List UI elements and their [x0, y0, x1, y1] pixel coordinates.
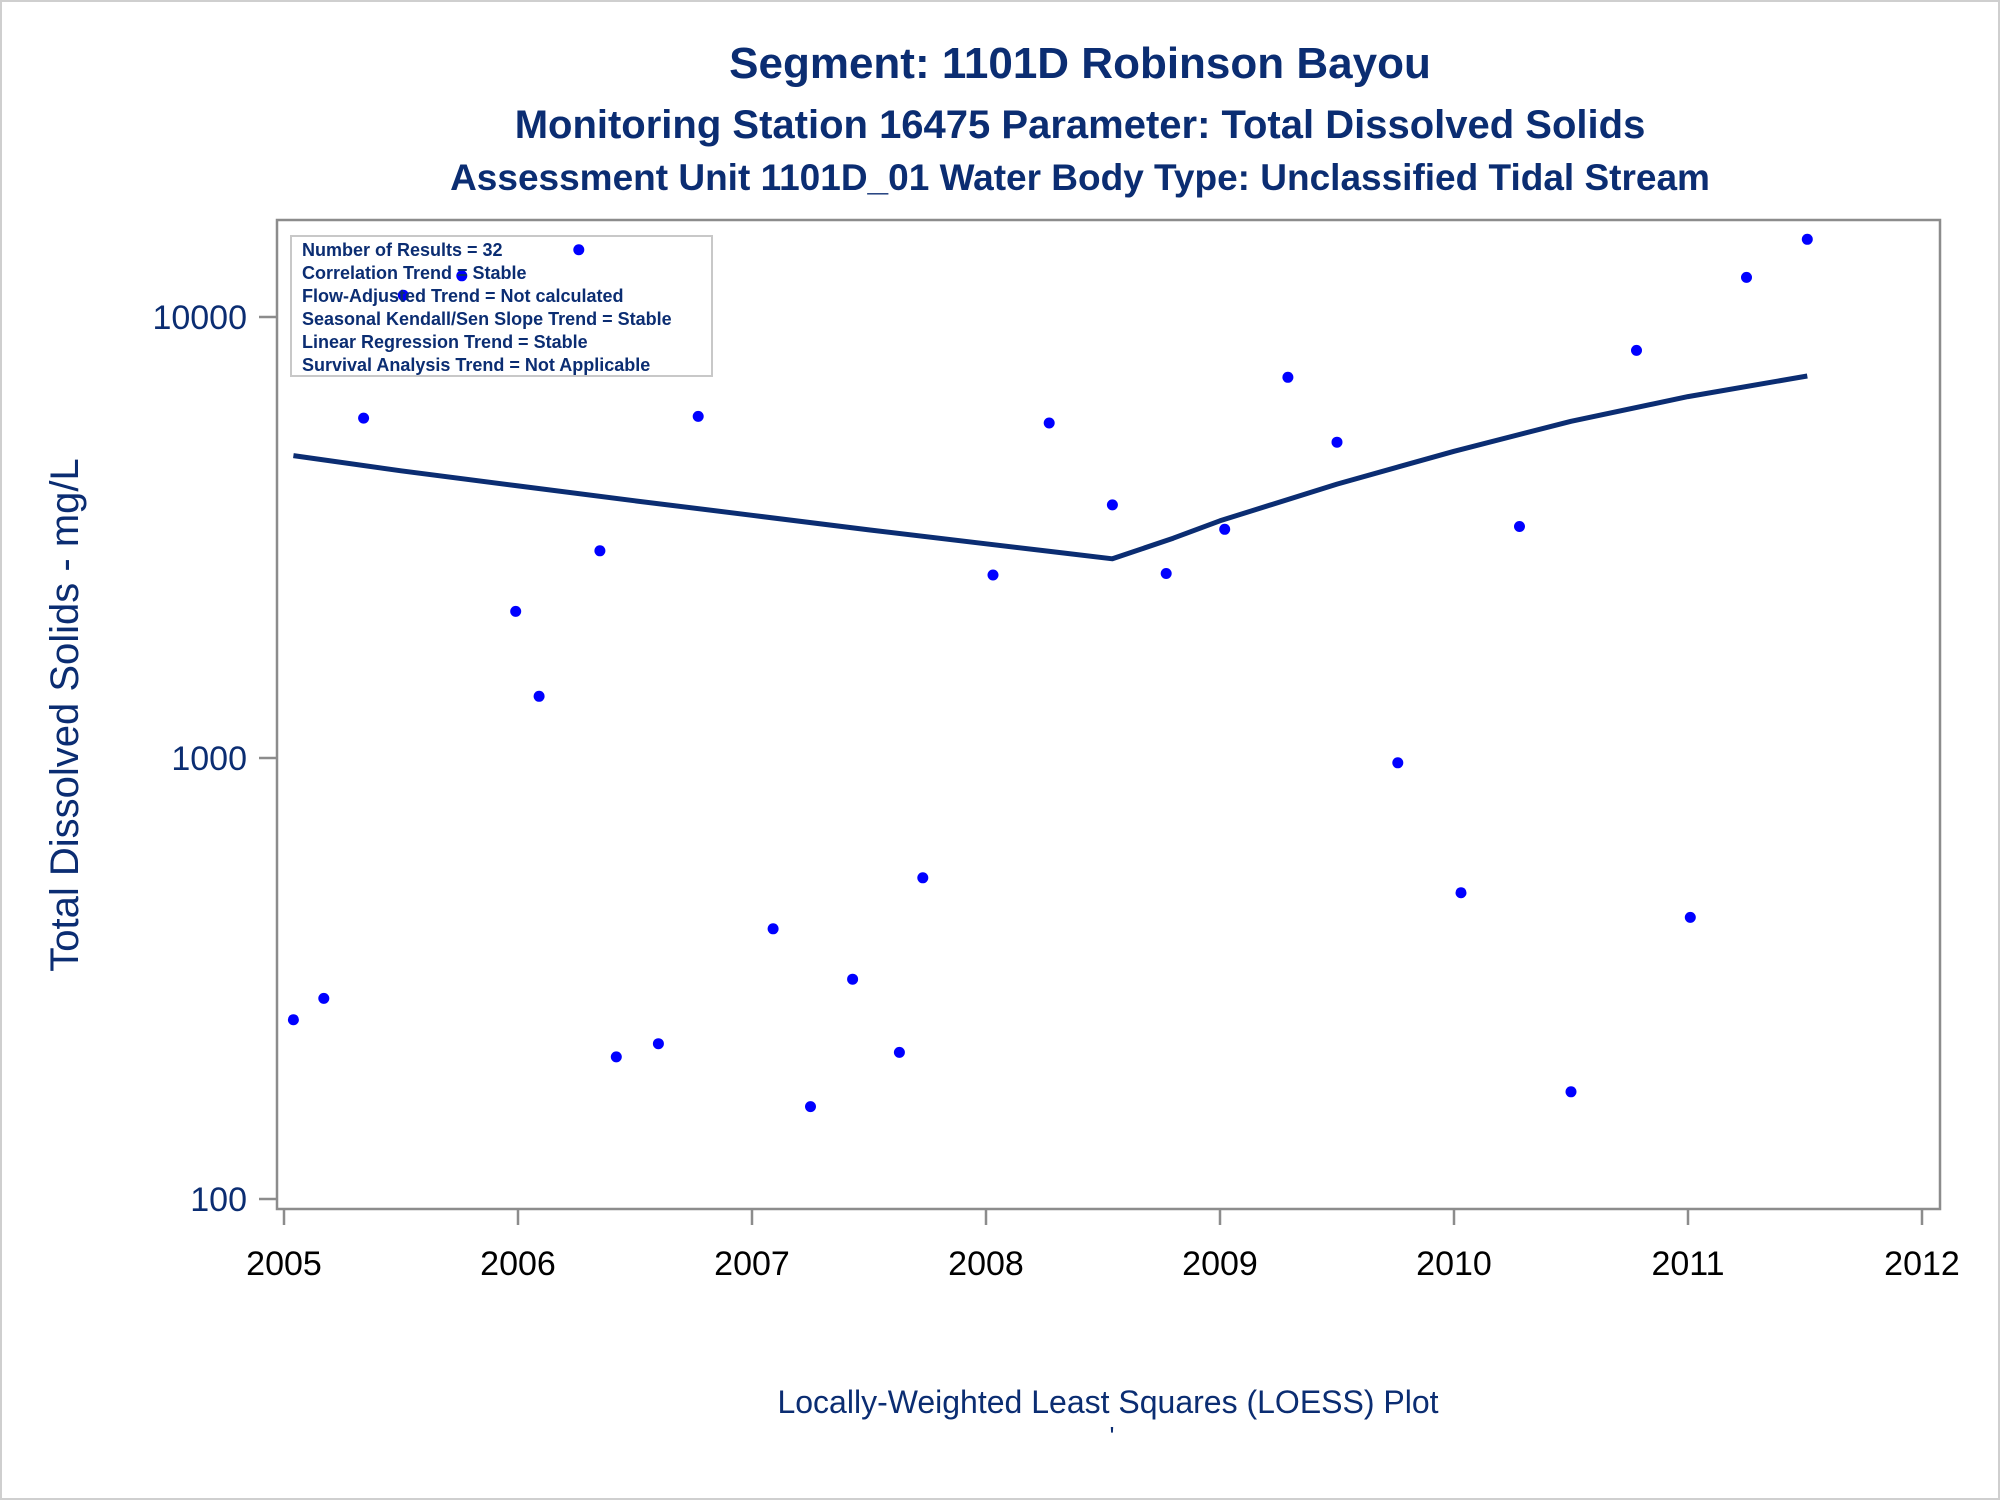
y-tick-label-1000: 1000: [171, 740, 247, 778]
x-tick-label-2012: 2012: [1884, 1245, 1960, 1283]
trend-stat-line-1: Number of Results = 32: [302, 240, 503, 260]
x-tick-label-2007: 2007: [714, 1245, 790, 1283]
data-point-27: [1514, 521, 1525, 532]
x-tick-label-2008: 2008: [948, 1245, 1024, 1283]
data-point-17: [917, 872, 929, 884]
loess-trend-line: [293, 373, 1808, 562]
data-point-1: [287, 1014, 299, 1026]
trend-stats-border: [290, 235, 713, 377]
data-point-18: [987, 569, 999, 581]
x-axis-label: Locally-Weighted Least Squares (LOESS) P…: [777, 1384, 1438, 1420]
data-point-3: [358, 412, 370, 424]
data-point-9: [594, 545, 606, 557]
data-point-10: [610, 1051, 622, 1063]
y-tick-label-10000: 10000: [152, 299, 247, 337]
trend-stat-line-5: Linear Regression Trend = Stable: [302, 332, 588, 352]
data-point-29: [1631, 344, 1642, 356]
data-point-8: [573, 244, 585, 256]
data-point-14: [805, 1101, 816, 1113]
data-point-15: [847, 973, 859, 985]
data-point-21: [1160, 568, 1172, 579]
data-point-24: [1331, 436, 1343, 448]
data-point-7: [533, 690, 545, 702]
y-axis: 100 1000 10000: [152, 299, 277, 1219]
data-point-12: [692, 410, 704, 422]
data-point-13: [767, 923, 779, 935]
x-tick-label-2009: 2009: [1182, 1245, 1258, 1283]
data-point-32: [1801, 233, 1813, 245]
chart-subtitle-2: Assessment Unit 1101D_01 Water Body Type…: [450, 157, 1710, 198]
data-point-16: [893, 1046, 905, 1058]
x-tick-label-2005: 2005: [246, 1245, 322, 1283]
loess-line-layer: [293, 373, 1808, 562]
data-point-2: [318, 992, 330, 1004]
footnote-mark: ': [1110, 1421, 1115, 1451]
x-axis: 2005 2006 2007 2008 2009 2010 2011 2012: [246, 1209, 1960, 1283]
trend-stat-line-2: Correlation Trend = Stable: [302, 263, 527, 283]
trend-stats-box: Number of Results = 32 Correlation Trend …: [290, 235, 713, 377]
y-tick-label-100: 100: [190, 1181, 247, 1219]
data-point-22: [1219, 523, 1231, 535]
y-axis-label: Total Dissolved Solids - mg/L: [43, 458, 87, 972]
data-point-23: [1282, 371, 1294, 383]
data-point-20: [1106, 499, 1118, 511]
data-point-25: [1392, 757, 1404, 769]
chart-title: Segment: 1101D Robinson Bayou: [729, 39, 1431, 88]
trend-stat-line-6: Survival Analysis Trend = Not Applicable: [302, 355, 650, 375]
data-point-4: [397, 289, 409, 301]
plot-area: [275, 218, 1942, 1211]
data-point-19: [1043, 417, 1055, 429]
data-points-layer: [287, 233, 1813, 1113]
x-tick-label-2010: 2010: [1416, 1245, 1492, 1283]
trend-stat-line-4: Seasonal Kendall/Sen Slope Trend = Stabl…: [302, 309, 672, 329]
data-point-26: [1455, 887, 1467, 899]
data-point-28: [1565, 1086, 1577, 1098]
x-tick-label-2006: 2006: [480, 1245, 556, 1283]
x-tick-label-2011: 2011: [1651, 1245, 1724, 1283]
data-point-11: [652, 1038, 664, 1050]
chart-subtitle: Monitoring Station 16475 Parameter: Tota…: [515, 103, 1646, 147]
data-point-5: [456, 270, 468, 282]
data-point-30: [1684, 911, 1696, 923]
trend-stat-line-3: Flow-Adjusted Trend = Not calculated: [302, 286, 624, 306]
data-point-31: [1741, 271, 1752, 283]
data-point-6: [510, 605, 522, 617]
